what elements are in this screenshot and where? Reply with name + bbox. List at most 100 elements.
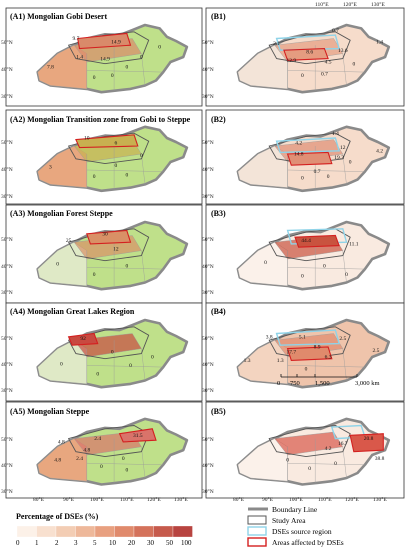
study-area-a4 [67,326,150,360]
value-label-a5-4: 2.4 [76,456,83,462]
province-line-b4-2 [342,348,347,381]
value-label-b1-7: 0.7 [321,71,328,77]
lat-a4-30: 30°N [1,388,13,394]
source-region-b3 [286,228,348,245]
value-label-b1-2: 8.6 [306,50,313,56]
value-label-b4-3: 8.9 [314,345,321,351]
lat-a1-40: 40°N [1,67,13,73]
legend-tick-10: 10 [109,539,116,547]
province-line-b5-3 [287,463,365,466]
value-label-b5-3: 4.2 [325,446,332,452]
province-line-a3-2 [141,250,146,283]
legend-swatch-3 [75,525,96,538]
legend-tick-1: 1 [35,539,39,547]
province-line-b2-3 [287,169,365,172]
province-line-b4-3 [287,365,365,368]
legend-tick-100: 100 [181,539,192,547]
value-label-a5-7: 4.8 [83,448,90,454]
lon-label-90-right: 90°E [262,497,274,503]
value-label-b2-2: 14.8 [294,152,304,158]
scale-label-0: 0 [277,380,281,387]
value-label-a1-1: 14.9 [111,40,121,46]
legend-tick-20: 20 [128,539,135,547]
study-area-a1 [67,31,150,65]
value-label-a2-2: 3 [49,164,52,170]
panel-title-b3: (B3) [211,209,226,218]
province-line-b3-3 [287,267,365,270]
province-line-b2-2 [342,153,347,185]
study-area-a5 [67,425,150,458]
legend-source-region: DSEs source region [272,527,332,536]
value-label-a4-1: 0 [60,361,63,367]
value-label-b2-9: 0 [349,160,352,166]
legend-tick-5: 5 [93,539,97,547]
lat-a4-40: 40°N [1,362,13,368]
lat-b4-50: 50°N [202,336,214,342]
affected-area-b4 [286,346,333,361]
legend-swatch-8 [172,525,193,538]
province-line-a3-3 [86,267,164,270]
legend-tick-50: 50 [166,539,173,547]
value-label-b5-5: 0 [308,466,311,472]
province-line-a2-2 [141,153,146,185]
value-label-a2-1: 6 [115,140,118,146]
legend-study-area: Study Area [272,516,306,525]
legend-swatch-1 [36,525,57,538]
study-area-b1 [268,31,351,65]
value-label-a1-9: 0 [125,65,128,71]
value-label-b1-4: 12.9 [286,58,296,64]
province-line-b5-2 [342,446,347,478]
value-label-a5-3: 4.8 [54,458,61,464]
value-label-a2-4: 0 [140,153,143,159]
lat-b5-50: 50°N [202,437,214,443]
lat-a5-30: 30°N [1,489,13,495]
value-label-b4-0: 3.8 [266,335,273,341]
value-label-b4-2: 17.7 [286,350,296,356]
legend-swatch-4 [94,525,115,538]
province-line-a5-3 [86,463,164,466]
lon-label-120-right: 120°E [345,497,359,503]
legend-swatch-2 [55,525,76,538]
value-label-a4-3: 0 [129,363,132,369]
value-label-a1-0: 9.7 [72,36,79,42]
value-label-b4-9: 0 [305,366,308,372]
value-label-a4-2: 0 [111,350,114,356]
value-label-a5-1: 2.4 [94,436,101,442]
value-label-b3-0: 44.4 [301,238,311,244]
panel-title-a1: (A1) Mongolian Gobi Desert [10,12,108,21]
value-label-a1-5: 0 [140,55,143,61]
legend-tick-2: 2 [55,539,59,547]
lat-b1-30: 30°N [202,94,214,100]
value-label-b4-1: 5.1 [299,335,306,341]
value-label-a3-2: 12 [113,247,119,253]
lon-label-80-right: 80°E [233,497,245,503]
value-label-b4-6: 2.5 [372,348,379,354]
province-line-a2-3 [86,169,164,172]
value-label-b4-8: 6.3 [325,355,332,361]
value-label-b1-9: 0 [352,61,355,67]
scale-bar [280,374,358,378]
value-label-b2-4: 19.3 [334,155,344,161]
value-label-b4-5: 1.3 [244,358,251,364]
value-label-a3-1: 30 [102,231,108,237]
lat-b5-30: 30°N [202,489,214,495]
lon-top-120: 120°E [343,2,357,8]
province-line-a4-3 [86,365,164,368]
lat-b1-50: 50°N [202,40,214,46]
value-label-b2-6: 0.7 [314,169,321,175]
value-label-b3-5: 0 [345,272,348,278]
value-label-b5-0: 20.8 [364,436,374,442]
value-label-b3-3: 0 [323,263,326,269]
study-area-b4 [268,326,351,360]
source-region-b4 [275,329,341,346]
scale-label-750: 750 [290,380,300,387]
legend-symbol-affected [247,537,267,547]
legend-affected-area: Areas affected by DSEs [272,538,344,547]
lat-b2-50: 50°N [202,140,214,146]
affected-area-b1 [283,48,329,61]
value-label-a2-0: 10 [84,136,90,142]
lat-a3-30: 30°N [1,290,13,296]
value-label-b2-5: 4.2 [376,148,383,154]
scale-label-3000: 3,000 km [355,380,380,387]
value-label-a1-7: 0 [111,73,114,79]
